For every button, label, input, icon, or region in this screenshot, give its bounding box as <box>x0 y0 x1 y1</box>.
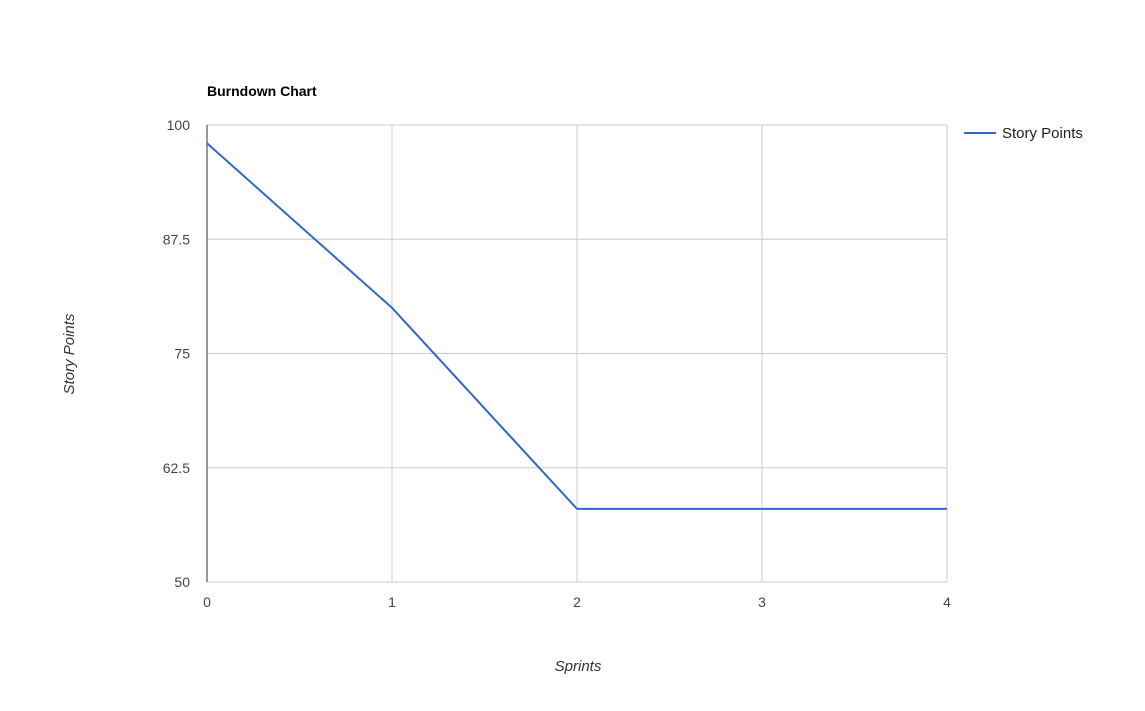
series-layer <box>206 142 947 510</box>
y-tick-label: 87.5 <box>163 231 190 247</box>
y-tick-label: 50 <box>174 574 190 590</box>
chart-title: Burndown Chart <box>207 83 317 99</box>
tick-labels: 50 62.5 75 87.5 100 0 1 2 3 4 <box>163 117 951 610</box>
y-tick-label: 100 <box>167 117 191 133</box>
legend[interactable]: Story Points <box>964 125 1083 142</box>
x-tick-label: 0 <box>203 594 211 610</box>
y-tick-label: 75 <box>174 346 190 362</box>
y-axis-title: Story Points <box>61 313 78 394</box>
grid-lines <box>207 124 948 583</box>
series-line-0[interactable] <box>206 142 947 510</box>
y-tick-label: 62.5 <box>163 460 190 476</box>
x-tick-label: 4 <box>943 594 951 610</box>
x-tick-label: 1 <box>388 594 396 610</box>
x-tick-label: 3 <box>758 594 766 610</box>
legend-label-story-points: Story Points <box>1002 125 1083 142</box>
x-axis-title: Sprints <box>555 658 602 675</box>
x-tick-label: 2 <box>573 594 581 610</box>
